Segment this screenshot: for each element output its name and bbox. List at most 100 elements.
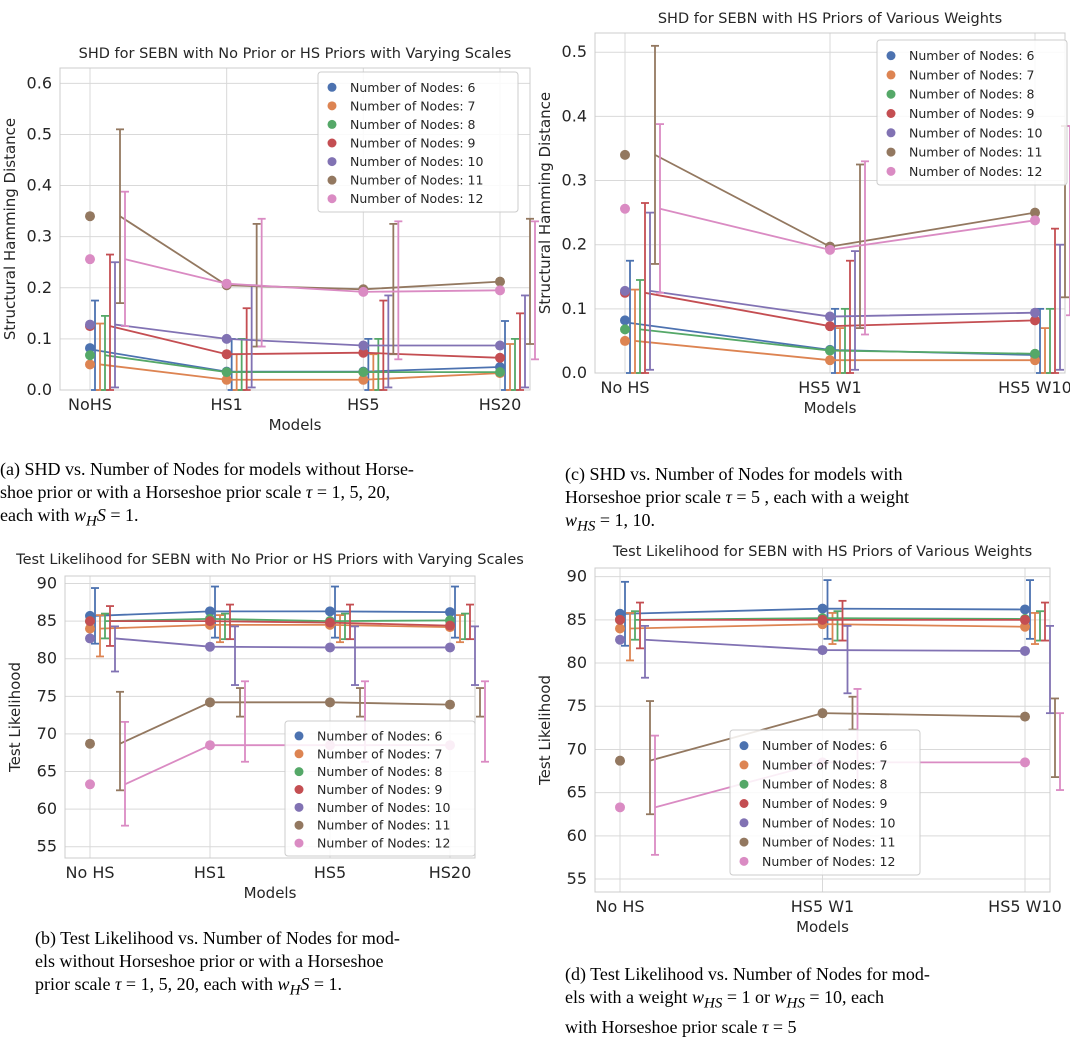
- legend-label: Number of Nodes: 7: [762, 757, 887, 772]
- caption-c: (c) SHD vs. Number of Nodes for models w…: [565, 464, 910, 535]
- y-tick-label: 60: [37, 799, 57, 818]
- y-tick-label: 90: [567, 567, 587, 586]
- series-line: [94, 610, 451, 617]
- x-tick-label: HS5 W1: [791, 897, 854, 916]
- legend-label: Number of Nodes: 8: [350, 117, 476, 132]
- y-axis-label: Test Likelihood: [536, 675, 554, 786]
- y-tick-label: 0.2: [562, 235, 587, 254]
- x-tick-label: HS5: [347, 395, 379, 414]
- data-point: [205, 606, 215, 617]
- series-line: [124, 258, 501, 293]
- data-point: [445, 642, 455, 653]
- legend-label: Number of Nodes: 12: [317, 836, 450, 851]
- data-point: [85, 343, 95, 354]
- legend-label: Number of Nodes: 12: [909, 164, 1042, 179]
- legend-marker: [739, 779, 749, 789]
- y-axis-label: Test Likelihood: [6, 662, 24, 773]
- legend-box: [876, 39, 1068, 186]
- y-tick-label: 0.3: [27, 227, 52, 246]
- legend-box: [317, 71, 519, 213]
- data-point: [1020, 614, 1030, 625]
- y-tick-label: 0.5: [562, 42, 587, 61]
- legend-marker: [327, 119, 337, 129]
- y-tick-label: 0.5: [27, 124, 52, 143]
- legend-label: Number of Nodes: 9: [762, 796, 888, 811]
- data-point: [445, 620, 455, 631]
- data-point: [1030, 215, 1040, 226]
- legend-label: Number of Nodes: 11: [317, 818, 450, 833]
- x-tick-label: HS1: [194, 863, 226, 882]
- series-line: [104, 354, 500, 374]
- data-point: [221, 367, 232, 378]
- series-line: [104, 617, 451, 623]
- data-point: [205, 641, 215, 652]
- y-tick-label: 80: [37, 649, 57, 668]
- legend-marker: [886, 89, 896, 99]
- plot-frame: [594, 567, 1051, 893]
- y-tick-label: 60: [567, 826, 587, 845]
- x-tick-label: No HS: [65, 863, 114, 882]
- data-point: [221, 278, 232, 289]
- y-tick-label: 90: [37, 574, 57, 593]
- legend-label: Number of Nodes: 11: [762, 835, 895, 850]
- data-point: [817, 708, 828, 719]
- data-point: [85, 616, 95, 627]
- data-point: [85, 779, 95, 790]
- x-tick-label: NoHS: [68, 395, 112, 414]
- chart-title: SHD for SEBN with HS Priors of Various W…: [658, 11, 1002, 27]
- legend-label: Number of Nodes: 12: [762, 854, 895, 869]
- data-point: [620, 285, 630, 296]
- data-point: [620, 335, 630, 346]
- likelihood-chart-no-prior: 55 60 65 70 75 80 85 90 No HS HS1 HS5 HS20 Test Like…: [6, 552, 524, 902]
- data-point: [817, 614, 828, 625]
- series-line: [99, 363, 501, 381]
- x-tick-label: HS1: [210, 395, 242, 414]
- shd-chart-weights: 0.0 0.1 0.2 0.3 0.4 0.5 No HS HS5 W1 HS5 W10 SHD …: [536, 11, 1070, 417]
- data-point: [358, 367, 369, 378]
- legend-marker: [739, 837, 749, 847]
- y-tick-label: 55: [567, 869, 587, 888]
- x-axis-label: Models: [269, 416, 322, 434]
- legend-marker: [886, 147, 896, 157]
- y-tick-label: 0.4: [27, 176, 52, 195]
- data-point: [221, 374, 232, 385]
- legend-marker: [739, 799, 749, 808]
- data-point: [1030, 307, 1040, 318]
- legend-label: Number of Nodes: 8: [909, 87, 1035, 102]
- x-tick-label: HS5 W1: [798, 378, 861, 397]
- legend-label: Number of Nodes: 6: [350, 80, 476, 95]
- y-axis-label: Structural Hamming Distance: [536, 92, 554, 314]
- y-tick-label: 0.0: [27, 380, 52, 399]
- shd-chart-no-prior: 0.0 0.1 0.2 0.3 0.4 0.5 0.6 NoHS HS1 HS5 HS20 SHD f…: [1, 46, 539, 434]
- chart-title: SHD for SEBN with No Prior or HS Priors …: [79, 46, 512, 62]
- chart-title: Test Likelihood for SEBN with No Prior o…: [15, 552, 524, 568]
- data-point: [620, 315, 630, 326]
- y-axis-label: Structural Hamming Distance: [1, 118, 19, 340]
- data-point: [85, 738, 95, 749]
- data-point: [825, 244, 835, 255]
- data-point: [825, 355, 835, 366]
- data-point: [221, 333, 232, 344]
- legend-marker: [886, 51, 896, 61]
- data-point: [615, 623, 625, 634]
- data-point: [358, 340, 369, 351]
- caption-a: (a) SHD vs. Number of Nodes for models w…: [0, 459, 414, 530]
- data-point: [615, 614, 625, 625]
- y-tick-label: 0.1: [27, 329, 52, 348]
- legend-marker: [327, 82, 337, 92]
- chart-panel-a: 0.0 0.1 0.2 0.3 0.4 0.5 0.6 NoHS HS1 HS5 HS20 SHD f…: [0, 40, 539, 450]
- plot-frame: [64, 575, 476, 859]
- legend-marker: [294, 785, 304, 794]
- data-point: [495, 367, 505, 378]
- legend-label: Number of Nodes: 12: [350, 191, 483, 206]
- legend-marker: [327, 194, 337, 204]
- data-point: [495, 340, 505, 351]
- data-point: [205, 697, 215, 708]
- legend-marker: [886, 70, 896, 80]
- data-point: [358, 374, 369, 385]
- likelihood-chart-weights: 55 60 65 70 75 80 85 90 No HS HS5 W1 HS5 W10 Test L…: [536, 544, 1064, 936]
- legend-marker: [739, 818, 749, 828]
- legend-marker: [886, 128, 896, 138]
- series-line: [114, 323, 500, 347]
- x-tick-label: No HS: [600, 378, 649, 397]
